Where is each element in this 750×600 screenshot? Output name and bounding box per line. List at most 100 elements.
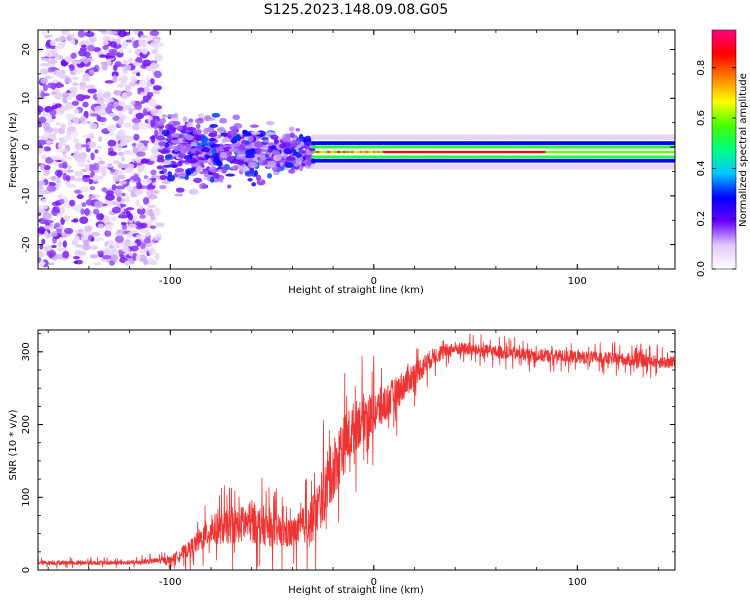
spectrogram-cell — [298, 164, 304, 172]
spectrogram-cell — [68, 64, 75, 72]
spectrogram-cell — [216, 161, 223, 168]
spectrogram-cell — [119, 180, 127, 185]
spectrogram-cell — [94, 105, 103, 113]
spectrogram-cell — [41, 154, 47, 160]
spectrogram-cell — [47, 82, 55, 89]
spectrogram-cell — [242, 131, 252, 137]
spectrogram-cell — [43, 168, 51, 176]
spectrogram-cell — [56, 170, 62, 178]
spectrogram-cell — [133, 30, 140, 35]
spectrogram-cell — [64, 77, 72, 84]
spectrogram-cell — [267, 149, 273, 153]
spectrogram-cell — [187, 157, 197, 164]
spectrogram-cell — [45, 49, 53, 58]
spectrogram-cell — [138, 40, 148, 48]
spectrogram-cell — [140, 34, 148, 39]
spectrogram-cell — [40, 62, 49, 67]
spectrogram-cell — [671, 163, 675, 170]
spectrogram-cell — [94, 237, 104, 242]
spectrogram-cell — [210, 143, 221, 147]
spectrogram-cell — [84, 164, 90, 171]
snr-series-line — [38, 333, 675, 570]
spectrogram-cell — [284, 142, 291, 149]
colorbar-ticks: 0.0 0.2 0.4 0.6 0.8 — [696, 60, 736, 277]
spectrogram-cell — [38, 116, 47, 124]
spectrogram-cell — [131, 175, 139, 181]
spectrogram-cell — [109, 254, 119, 261]
spectrogram-cell — [293, 139, 301, 146]
spectrogram-cell — [63, 156, 73, 160]
spectrogram-cell — [64, 57, 73, 63]
spectrogram-y-tick-label: -20 — [21, 236, 32, 252]
spectrogram-cell — [250, 131, 261, 135]
spectrogram-cell — [221, 166, 227, 174]
spectrogram-cell — [150, 169, 157, 176]
spectrogram-cell — [84, 39, 91, 47]
spectrogram-cell — [133, 189, 144, 195]
spectrogram-cell — [112, 74, 118, 83]
spectrogram-cell — [125, 84, 132, 91]
spectrogram-cell — [127, 48, 133, 54]
spectrogram-cell — [39, 261, 46, 266]
spectrogram-cell — [104, 240, 109, 248]
spectrogram-cell — [121, 246, 131, 253]
spectrogram-cell — [50, 230, 58, 237]
spectrogram-cell — [107, 151, 118, 157]
spectrogram-cell — [47, 60, 58, 64]
spectrogram-cell — [92, 162, 100, 171]
snr-y-tick-label: 200 — [21, 415, 32, 434]
spectrogram-cell — [110, 168, 116, 173]
spectrogram-cell — [140, 158, 149, 164]
spectrogram-cell — [124, 104, 132, 109]
spectrogram-cell — [51, 201, 61, 207]
spectrogram-cell — [211, 148, 217, 155]
spectrogram-cell — [175, 187, 185, 193]
spectrogram-cell — [138, 79, 148, 87]
spectrogram-cell — [53, 127, 58, 135]
spectrogram-cell — [120, 156, 126, 162]
spectrogram-cell — [145, 230, 151, 237]
spectrogram-cell — [88, 69, 95, 75]
spectrogram-cell — [135, 142, 145, 150]
spectrogram-cell — [51, 154, 61, 161]
spectrogram-cell — [41, 57, 50, 62]
spectrogram-cell — [230, 166, 237, 170]
spectrogram-y-tick-label: -10 — [21, 188, 32, 204]
snr-x-tick-label: 0 — [371, 577, 377, 588]
spectrogram-cell — [213, 156, 220, 163]
spectrogram-cell — [77, 30, 86, 38]
spectrogram-cell — [44, 75, 51, 80]
spectrogram-cell — [142, 197, 150, 205]
spectrogram-cell — [228, 143, 239, 148]
spectrogram-cell — [131, 142, 137, 147]
spectrogram-cell — [68, 86, 79, 93]
spectrogram-cell — [79, 151, 88, 160]
spectrogram-cell — [64, 135, 72, 141]
spectrogram-cell — [66, 169, 74, 173]
spectrogram-cell — [114, 235, 124, 244]
spectrogram-cell — [71, 100, 79, 106]
spectrogram-cell — [143, 175, 149, 179]
figure-title: S125.2023.148.09.08.G05 — [264, 2, 449, 18]
spectrogram-cell — [70, 52, 77, 59]
spectrogram-cell — [54, 45, 63, 51]
spectrogram-cell — [117, 174, 126, 180]
spectrogram-cell — [135, 155, 142, 164]
spectrogram-cell — [59, 198, 65, 205]
spectrogram-cell — [186, 170, 192, 176]
spectrogram-cell — [51, 244, 57, 249]
spectrogram-cell — [190, 150, 197, 154]
spectrogram-cell — [86, 84, 96, 90]
spectrogram-cell — [117, 129, 126, 138]
spectrogram-cell — [86, 159, 91, 164]
spectrogram-cell — [298, 149, 307, 154]
spectrogram-cell — [45, 222, 50, 226]
spectrogram-cell — [105, 106, 113, 114]
spectrogram-cell — [76, 162, 87, 167]
spectrogram-cell — [55, 179, 61, 184]
spectrogram-cell — [197, 113, 205, 119]
spectrogram-cell — [276, 154, 283, 161]
spectrogram-cell — [76, 60, 81, 64]
spectrogram-cell — [40, 31, 48, 35]
